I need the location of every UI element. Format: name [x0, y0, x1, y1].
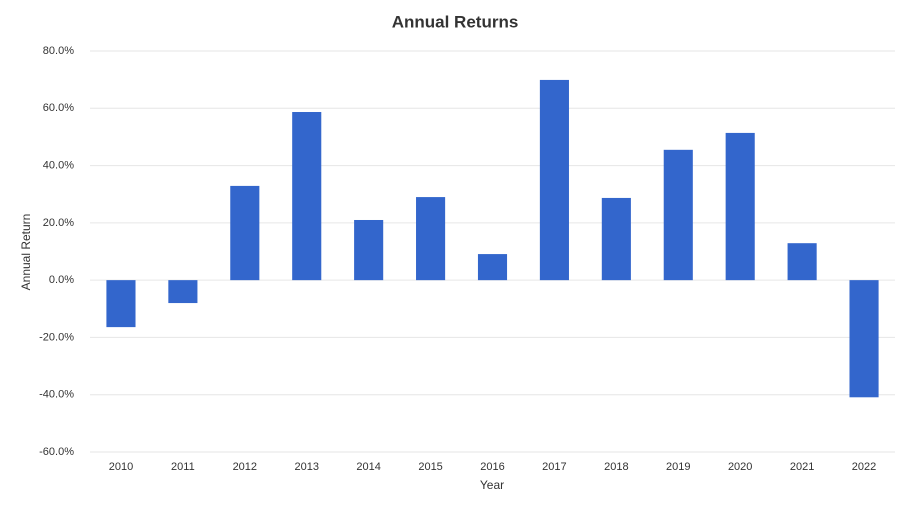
- y-tick-label: 80.0%: [43, 45, 74, 57]
- bar: [106, 280, 136, 328]
- x-tick-label: 2020: [728, 461, 752, 473]
- y-axis-title: Annual Return: [19, 214, 33, 291]
- x-tick-label: 2015: [418, 461, 442, 473]
- bar: [292, 112, 322, 281]
- x-tick-label: 2019: [666, 461, 690, 473]
- y-tick-label: 60.0%: [43, 102, 74, 114]
- bar: [168, 280, 198, 304]
- y-tick-label: -60.0%: [39, 446, 74, 458]
- bar: [354, 219, 384, 281]
- bar: [601, 197, 631, 281]
- bar: [787, 243, 817, 281]
- bar: [416, 197, 446, 281]
- x-tick-label: 2010: [109, 461, 133, 473]
- bar: [477, 254, 508, 281]
- x-tick-label: 2022: [852, 461, 876, 473]
- chart-title: Annual Returns: [392, 12, 519, 31]
- bar: [849, 280, 879, 398]
- x-tick-label: 2018: [604, 461, 628, 473]
- bar: [230, 185, 260, 281]
- y-tick-label: 20.0%: [43, 217, 74, 229]
- x-tick-label: 2014: [356, 461, 380, 473]
- y-tick-label: -20.0%: [39, 331, 74, 343]
- x-tick-label: 2012: [233, 461, 257, 473]
- x-axis-title: Year: [480, 478, 504, 492]
- x-tick-label: 2017: [542, 461, 566, 473]
- bar: [725, 132, 755, 281]
- bar: [539, 79, 569, 281]
- y-tick-label: 0.0%: [49, 274, 74, 286]
- x-tick-label: 2016: [480, 461, 504, 473]
- bar: [663, 149, 693, 281]
- x-tick-label: 2013: [294, 461, 318, 473]
- y-tick-label: -40.0%: [39, 389, 74, 401]
- x-tick-label: 2011: [171, 461, 195, 473]
- x-tick-label: 2021: [790, 461, 814, 473]
- y-tick-label: 40.0%: [43, 159, 74, 171]
